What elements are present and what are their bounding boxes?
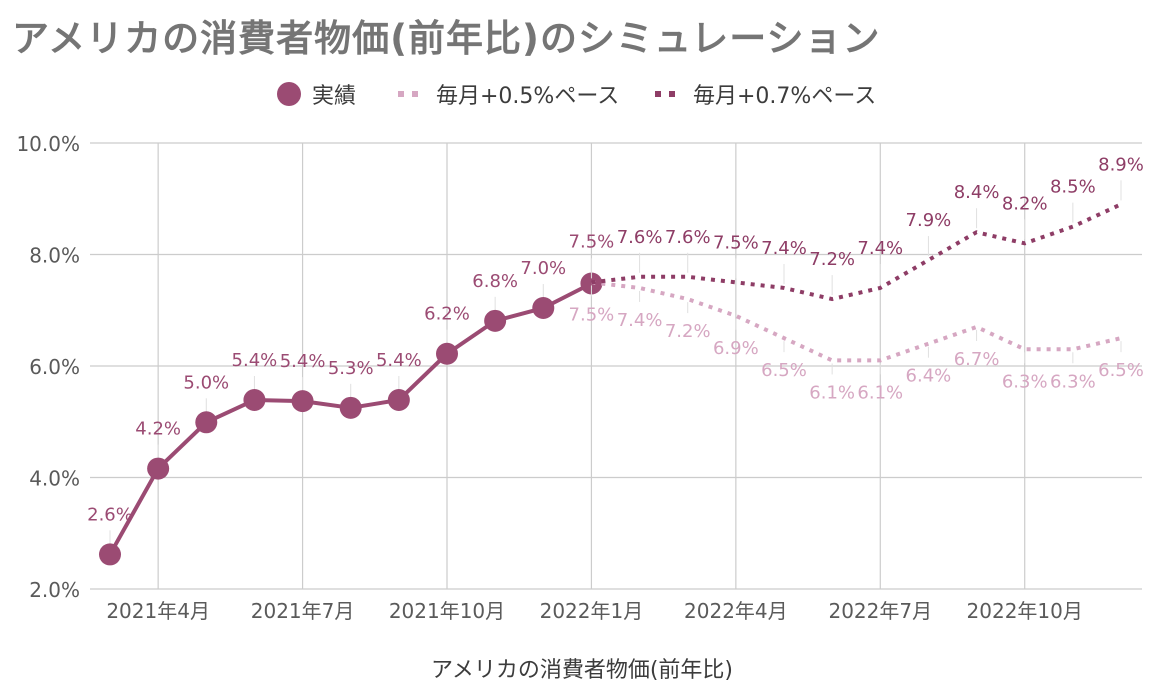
data-label-actual: 5.0% [183, 372, 229, 393]
data-label-sim05: 7.4% [617, 310, 663, 331]
data-label-sim07: 7.9% [906, 210, 952, 231]
data-label-sim05: 6.3% [1050, 371, 1096, 392]
x-tick-label: 2022年1月 [540, 599, 644, 623]
x-tick-label: 2022年7月 [828, 599, 932, 623]
data-label-sim07: 8.4% [954, 182, 1000, 203]
data-label-actual: 7.0% [520, 258, 566, 279]
legend-label-sim07: 毎月+0.7%ペース [693, 84, 877, 109]
legend-label-sim05: 毎月+0.5%ペース [436, 84, 620, 109]
x-tick-label: 2021年4月 [106, 599, 210, 623]
data-point-actual [147, 457, 170, 480]
data-label-sim07: 7.5% [713, 232, 759, 253]
y-tick-label: 8.0% [29, 244, 80, 268]
legend-marker-actual [277, 82, 301, 106]
data-label-sim07: 7.6% [617, 227, 663, 248]
data-label-actual: 4.2% [135, 419, 181, 440]
x-tick-label: 2021年10月 [389, 599, 505, 623]
y-tick-label: 10.0% [16, 132, 80, 156]
data-label-actual: 5.3% [328, 358, 374, 379]
data-label-sim07: 7.4% [857, 238, 903, 259]
data-label-sim05: 6.1% [809, 382, 855, 403]
data-label-sim07: 8.2% [1002, 193, 1048, 214]
legend-item-sim07[interactable]: 毎月+0.7%ペース [653, 78, 876, 110]
data-label-actual: 5.4% [376, 350, 422, 371]
data-point-actual [532, 297, 555, 320]
chart-title: アメリカの消費者物価(前年比)のシミュレーション [12, 17, 881, 60]
data-label-sim05: 7.2% [665, 321, 711, 342]
data-label-sim05: 6.1% [857, 382, 903, 403]
legend-item-actual[interactable]: 実績 [276, 78, 356, 110]
data-label-actual: 7.5% [569, 231, 615, 252]
y-tick-label: 6.0% [29, 355, 80, 379]
x-axis-title: アメリカの消費者物価(前年比) [430, 658, 734, 683]
data-label-sim05: 6.5% [1098, 360, 1144, 381]
data-label-actual: 6.2% [424, 304, 470, 325]
data-label-sim07: 8.9% [1098, 154, 1144, 175]
legend-label-actual: 実績 [312, 84, 357, 109]
legend: 実績 毎月+0.5%ペース 毎月+0.7%ペース [0, 78, 1164, 110]
x-tick-label: 2022年10月 [967, 599, 1083, 623]
data-label-actual: 5.4% [232, 350, 278, 371]
x-tick-label: 2022年4月 [684, 599, 788, 623]
data-point-actual [243, 389, 266, 412]
data-label-actual: 2.6% [87, 504, 133, 525]
x-tick-label: 2021年7月 [251, 599, 355, 623]
data-point-actual [99, 543, 121, 566]
data-label-actual: 6.8% [472, 271, 518, 292]
data-label-sim05: 6.4% [906, 366, 952, 387]
legend-item-sim05[interactable]: 毎月+0.5%ペース [396, 78, 619, 110]
data-label-sim05: 6.9% [713, 338, 759, 359]
data-point-actual [195, 411, 218, 434]
data-point-actual [436, 342, 458, 365]
data-label-actual: 5.4% [280, 351, 326, 372]
data-label-sim07: 7.2% [809, 249, 855, 270]
legend-marker-sim07 [655, 91, 683, 97]
series-line-sim07 [591, 202, 1122, 302]
data-label-sim05: 6.7% [954, 349, 1000, 370]
data-point-actual [339, 396, 362, 419]
data-point-actual [291, 390, 314, 413]
series-line-actual [108, 281, 593, 556]
data-point-actual [387, 389, 410, 412]
legend-marker-sim05 [398, 91, 426, 97]
data-label-sim05: 7.5% [569, 304, 615, 325]
data-label-sim05: 6.5% [761, 360, 807, 381]
data-point-actual [484, 309, 507, 332]
data-label-sim07: 7.6% [665, 227, 711, 248]
y-tick-label: 4.0% [29, 467, 80, 491]
data-label-sim07: 8.5% [1050, 177, 1096, 198]
y-tick-label: 2.0% [29, 578, 80, 602]
data-label-sim07: 7.4% [761, 238, 807, 259]
data-label-sim05: 6.3% [1002, 371, 1048, 392]
